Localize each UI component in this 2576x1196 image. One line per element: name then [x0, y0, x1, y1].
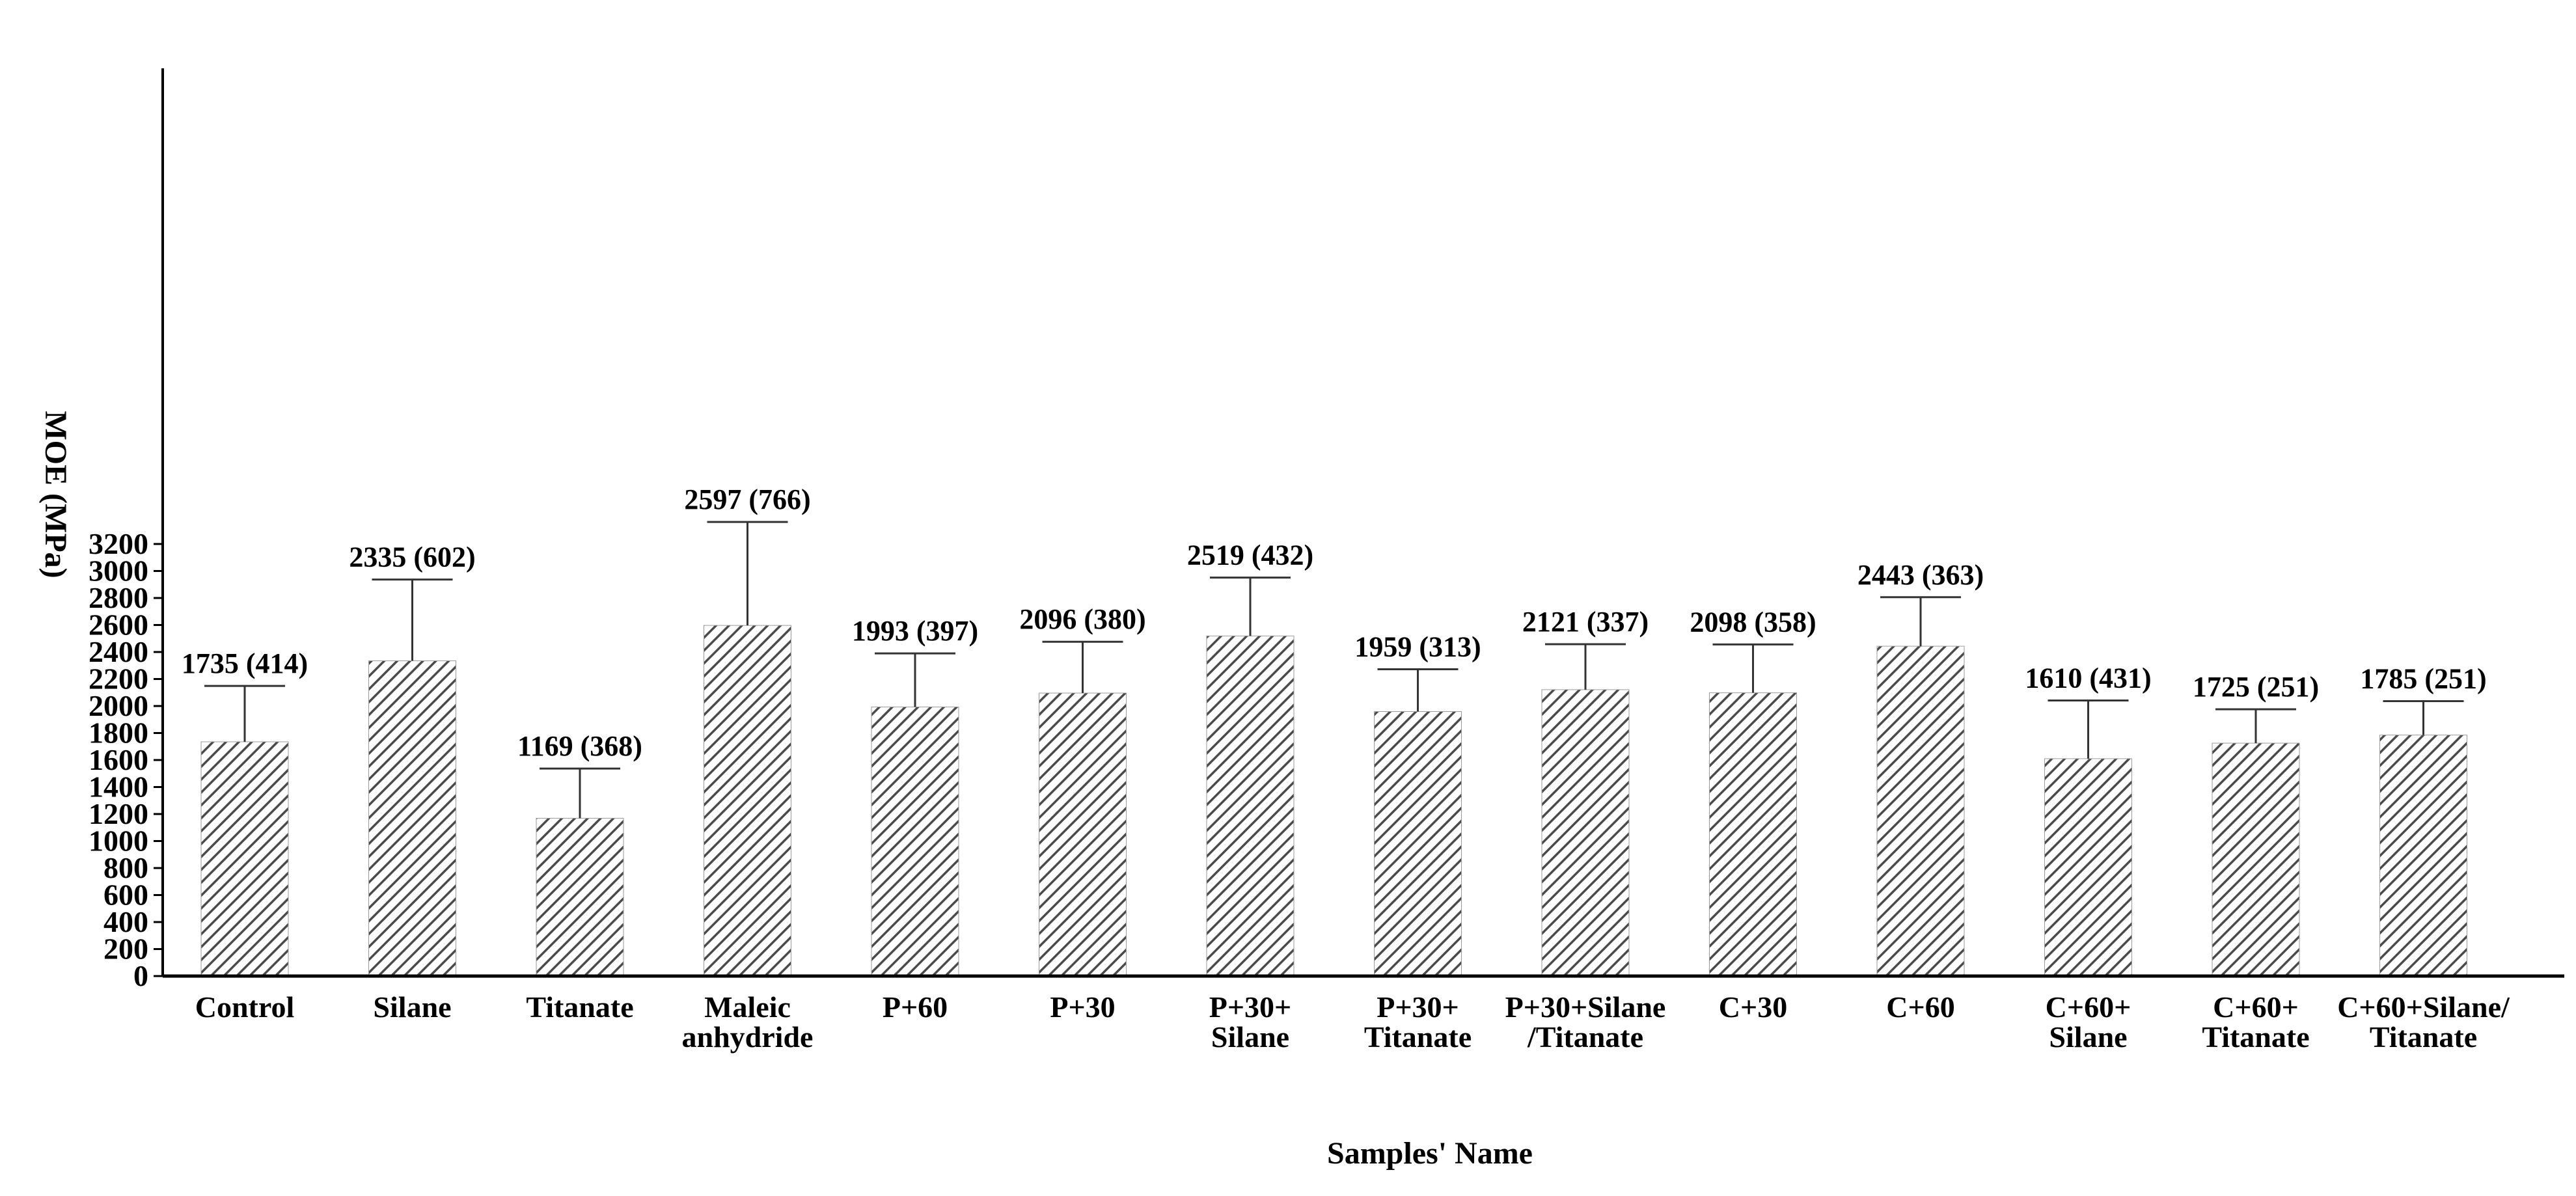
data-label: 1169 (368): [517, 730, 642, 762]
y-tick-label: 200: [103, 932, 148, 966]
data-label: 2096 (380): [1019, 603, 1145, 635]
y-tick-label: 400: [103, 905, 148, 938]
bars: 1735 (414) 2335 (602) 1169 (368) 2597 (766)…: [182, 483, 2487, 977]
bar: [1039, 692, 1127, 977]
y-axis-title: MOE (MPa): [38, 411, 73, 578]
data-label: 1959 (313): [1354, 631, 1481, 663]
y-tick-label: 1000: [89, 824, 148, 858]
category-label: Control: [195, 990, 295, 1024]
bar: [536, 817, 624, 977]
data-label: 2519 (432): [1187, 539, 1313, 571]
data-label: 2443 (363): [1857, 559, 1984, 591]
category-label: P+30+Silane: [1505, 990, 1666, 1024]
y-tick-label: 600: [103, 878, 148, 912]
bar: [704, 625, 791, 977]
category-label: P+30+: [1377, 990, 1459, 1024]
data-label: 1993 (397): [852, 615, 978, 647]
category-label: C+60+: [2213, 990, 2299, 1024]
bar: [2379, 735, 2467, 977]
category-label: P+60: [883, 990, 948, 1024]
category-label: P+30: [1050, 990, 1115, 1024]
bar: [1374, 711, 1462, 977]
data-label: 1785 (251): [2360, 663, 2486, 695]
y-tick-label: 2800: [89, 581, 148, 614]
bar: [1541, 689, 1630, 977]
category-label: C+60+: [2046, 990, 2131, 1024]
y-tick-label: 2400: [89, 635, 148, 668]
y-tick-label: 800: [103, 851, 148, 884]
bar: [1206, 635, 1295, 977]
data-label: 1735 (414): [182, 647, 308, 679]
y-tick-label: 2600: [89, 608, 148, 642]
category-label: Titanate: [2202, 1020, 2309, 1053]
category-label: Titanate: [526, 990, 633, 1024]
data-label: 1725 (251): [2193, 671, 2319, 703]
y-tick-label: 1800: [89, 716, 148, 750]
y-tick-label: 3200: [89, 527, 148, 560]
y-tick-label: 1200: [89, 797, 148, 830]
bar: [871, 706, 959, 977]
category-label: Silane: [2049, 1020, 2127, 1053]
bar: [2212, 742, 2300, 977]
bar: [368, 660, 456, 977]
data-label: 1610 (431): [2025, 662, 2151, 694]
y-tick-label: 3000: [89, 554, 148, 588]
data-label: 2098 (358): [1690, 606, 1816, 638]
category-label: C+60: [1886, 990, 1954, 1024]
bar: [2044, 758, 2132, 977]
x-axis-title: Samples' Name: [1327, 1136, 1533, 1171]
category-label: C+60+Silane/: [2337, 990, 2510, 1024]
y-tick-label: 1400: [89, 770, 148, 804]
category-label: Titanate: [2370, 1020, 2477, 1053]
category-label: C+30: [1719, 990, 1787, 1024]
category-label: Silane: [1211, 1020, 1289, 1053]
y-tick-label: 2200: [89, 662, 148, 696]
y-axis: 0200400600800100012001400160018002000220…: [89, 68, 164, 992]
data-label: 2335 (602): [349, 541, 475, 573]
y-tick-label: 1600: [89, 743, 148, 776]
data-label: 2597 (766): [684, 483, 810, 515]
category-label: P+30+: [1209, 990, 1292, 1024]
category-label: /Titanate: [1527, 1020, 1643, 1053]
data-label: 2121 (337): [1522, 606, 1649, 638]
category-label: Titanate: [1364, 1020, 1472, 1053]
category-label: anhydride: [682, 1020, 814, 1053]
y-tick-label: 0: [133, 959, 148, 992]
category-label: Silane: [373, 990, 451, 1024]
bar: [1876, 646, 1965, 977]
bar: [1709, 692, 1797, 977]
bar: [200, 741, 289, 977]
category-label: Maleic: [704, 990, 791, 1024]
y-tick-label: 2000: [89, 689, 148, 722]
